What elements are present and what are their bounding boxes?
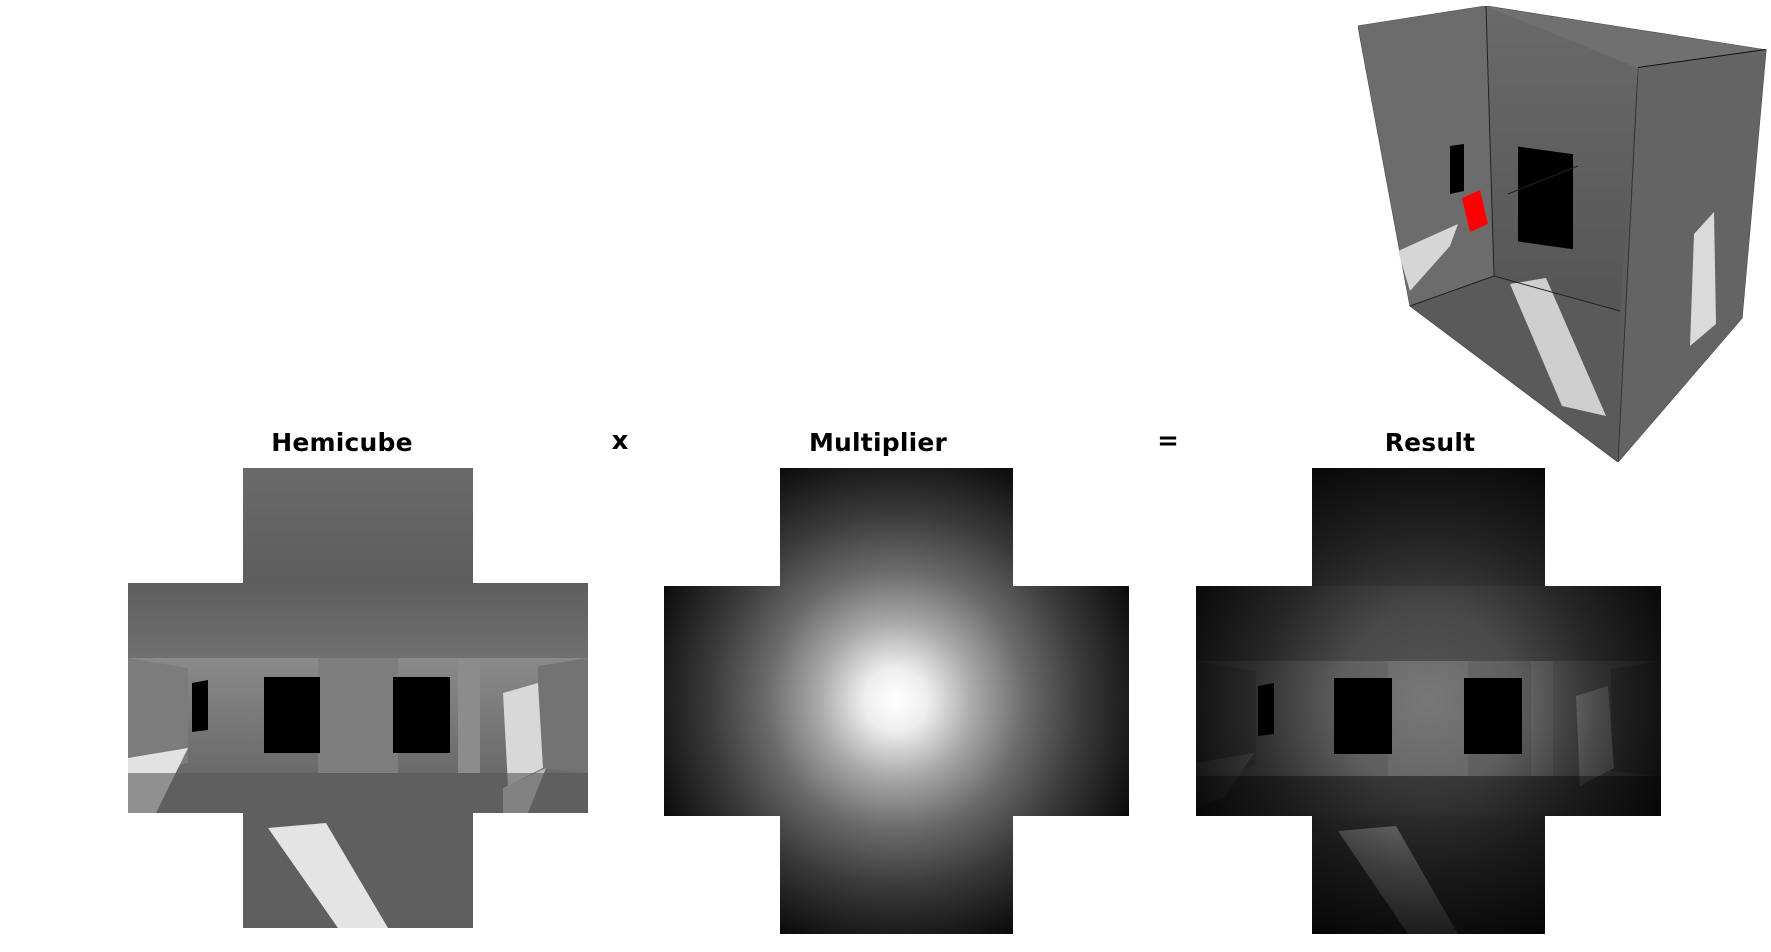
multiplier-image [664,468,1129,934]
multiplier-label: Multiplier [808,428,948,457]
room-3d-render [1358,6,1768,462]
hemicube-image [128,468,588,933]
hemicube-label: Hemicube [271,428,413,457]
times-operator: x [611,426,629,456]
highlight-patch [1462,190,1488,232]
equals-operator: = [1157,426,1179,456]
result-label: Result [1384,428,1476,457]
result-image [1196,468,1661,934]
